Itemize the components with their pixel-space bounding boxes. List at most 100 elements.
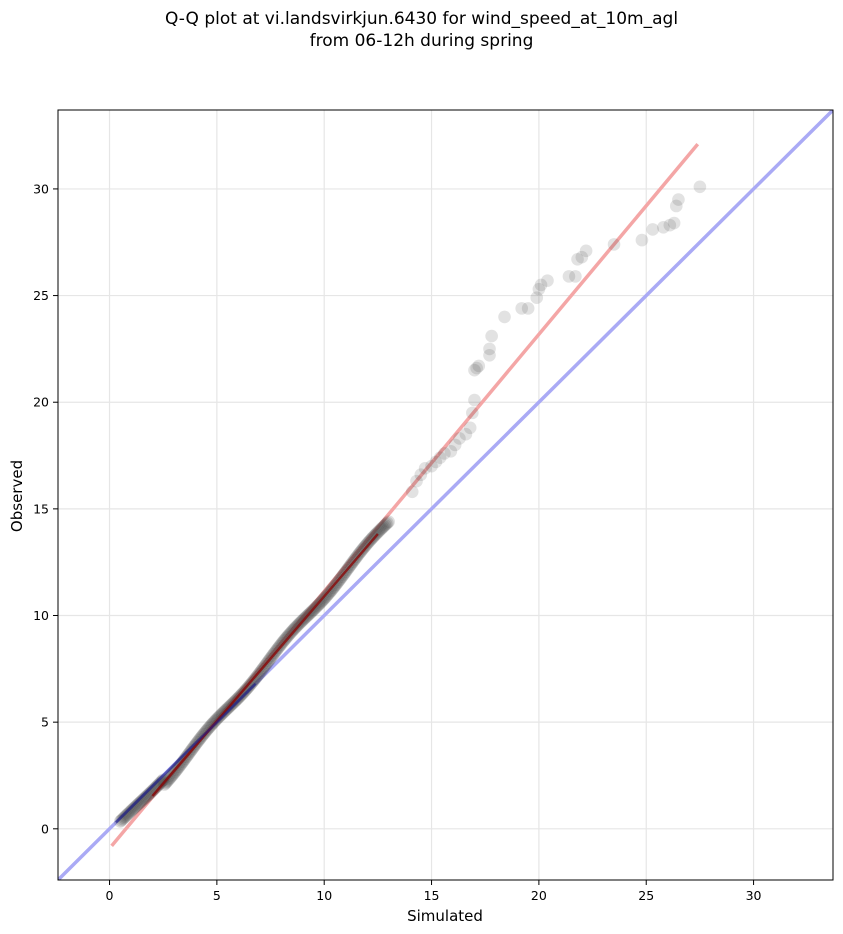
x-tick-label: 20: [531, 888, 547, 903]
qq-point-dense: [143, 787, 156, 800]
qq-point-dense: [115, 813, 128, 827]
qq-point: [410, 474, 423, 488]
qq-point-dense: [117, 811, 131, 825]
plot-marks: [58, 110, 833, 880]
qq-point: [532, 282, 546, 296]
qq-point: [646, 223, 659, 236]
qq-point-dense: [134, 795, 148, 808]
qq-point-dense: [279, 632, 292, 645]
qq-point-dense: [361, 536, 375, 550]
qq-point: [521, 302, 535, 315]
qq-point-dense: [203, 720, 217, 734]
qq-point-dense: [116, 812, 130, 826]
qq-point-dense: [205, 717, 219, 731]
y-tick-label: 25: [33, 288, 49, 303]
qq-point-dense: [120, 809, 133, 822]
x-tick-label: 5: [213, 888, 221, 903]
qq-point-dense: [377, 520, 391, 533]
qq-point-dense: [200, 723, 214, 737]
qq-point-dense: [317, 593, 330, 606]
x-tick-label: 15: [424, 888, 440, 903]
x-tick-label: 25: [638, 888, 654, 903]
qq-point-dense: [118, 810, 132, 823]
y-tick-label: 30: [33, 181, 49, 196]
qq-point-dense: [166, 768, 180, 781]
qq-point: [569, 270, 582, 283]
qq-point: [405, 485, 419, 499]
qq-point-dense: [242, 680, 256, 693]
qq-point-dense: [371, 526, 384, 539]
qq-point: [453, 432, 466, 445]
qq-point-dense: [164, 771, 177, 784]
y-tick-label: 0: [41, 821, 49, 836]
qq-point-dense: [159, 776, 172, 790]
qq-point: [541, 274, 554, 287]
plot-frame: [57, 109, 834, 881]
qq-point: [429, 455, 443, 469]
qq-point-dense: [285, 625, 299, 638]
qq-point: [448, 438, 462, 452]
qq-point: [485, 329, 498, 343]
qq-point: [515, 302, 529, 315]
qq-point: [468, 363, 481, 377]
qq-point: [463, 421, 477, 435]
axis-ticks: 0 5 10 15 20 25 30 0 5 10 15 20 25 30: [33, 181, 761, 903]
qq-point-dense: [160, 775, 174, 789]
qq-point-dense: [133, 796, 147, 809]
x-axis-label: Simulated: [407, 907, 483, 925]
qq-point-dense: [128, 800, 142, 814]
qq-point-dense: [365, 532, 378, 546]
qq-point-dense: [374, 522, 388, 536]
qq-point: [667, 216, 681, 230]
qq-point: [693, 180, 707, 194]
qq-point-dense: [122, 806, 136, 820]
qq-point-dense: [241, 681, 254, 695]
qq-point: [530, 291, 544, 305]
qq-point-dense: [202, 721, 215, 735]
y-tick-label: 5: [41, 715, 49, 730]
qq-point-dense: [243, 678, 257, 692]
qq-point-dense: [165, 769, 179, 783]
qq-point-dense: [131, 798, 144, 812]
qq-point-dense: [367, 530, 381, 543]
qq-point: [470, 361, 483, 375]
qq-point-dense: [132, 797, 145, 811]
qq-point: [657, 221, 670, 234]
qq-point: [663, 218, 677, 232]
qq-point-dense: [362, 535, 376, 549]
qq-point: [607, 238, 621, 251]
qq-point-dense: [136, 794, 149, 807]
sparse-points: [405, 180, 707, 499]
qq-point: [498, 310, 511, 324]
qq-point: [468, 393, 481, 407]
qq-point-dense: [138, 791, 152, 805]
y-tick-label: 10: [33, 608, 49, 623]
qq-point-dense: [113, 815, 127, 828]
qq-point: [438, 447, 451, 460]
chart-title: Q-Q plot at vi.landsvirkjun.6430 for win…: [0, 8, 843, 52]
x-tick-label: 30: [746, 888, 762, 903]
identity-line-dense-overlay: [115, 682, 257, 824]
qq-point-dense: [129, 799, 143, 813]
qq-point: [571, 253, 584, 266]
qq-point-dense: [126, 803, 139, 816]
qq-point-dense: [161, 774, 175, 787]
qq-point-dense: [127, 802, 141, 815]
qq-point: [483, 348, 496, 362]
chart-title-line-1: Q-Q plot at vi.landsvirkjun.6430 for win…: [164, 9, 679, 29]
qq-point-dense: [240, 682, 253, 696]
qq-point-dense: [162, 772, 176, 786]
qq-point-dense: [156, 773, 170, 787]
qq-point: [433, 451, 447, 464]
qq-point: [444, 444, 458, 458]
qq-point: [483, 342, 496, 356]
qq-point: [562, 270, 576, 283]
y-axis-label: Observed: [8, 460, 26, 532]
qq-point-dense: [357, 541, 371, 554]
qq-point-dense: [360, 538, 373, 551]
qq-point-dense: [238, 684, 252, 697]
chart-title-line-2: from 06-12h during spring: [309, 31, 534, 51]
qq-point: [472, 359, 486, 373]
qq-point: [466, 406, 479, 420]
